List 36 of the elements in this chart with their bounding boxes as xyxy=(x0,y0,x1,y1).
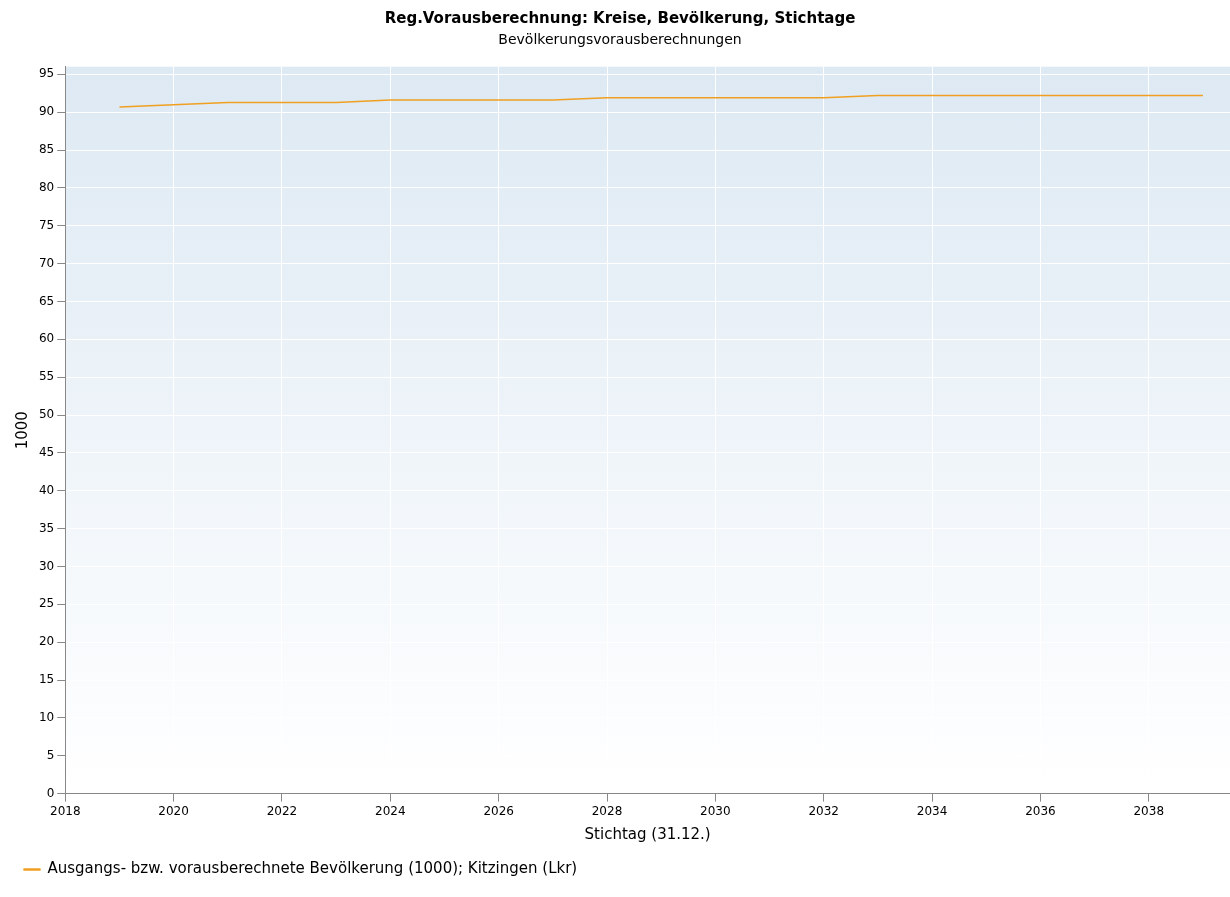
y-tick-label: 30 xyxy=(38,558,55,573)
chart-subtitle: Bevölkerungsvorausberechnungen xyxy=(498,31,742,48)
y-tick-label: 5 xyxy=(46,747,55,762)
y-tick-label: 55 xyxy=(38,369,55,384)
y-tick-label: 95 xyxy=(38,66,55,81)
y-tick-label: 50 xyxy=(38,407,55,422)
x-tick-label: 2034 xyxy=(916,803,948,818)
y-tick-label: 85 xyxy=(38,142,55,157)
x-tick-label: 2026 xyxy=(483,803,514,818)
x-tick-label: 2028 xyxy=(591,803,623,818)
y-tick-label: 45 xyxy=(38,445,55,460)
y-axis-title: 1000 xyxy=(12,411,31,450)
x-tick-label: 2018 xyxy=(50,803,81,818)
x-tick-label: 2038 xyxy=(1133,803,1165,818)
x-tick-label: 2030 xyxy=(700,803,731,818)
y-tick-label: 35 xyxy=(38,520,55,535)
x-tick-label: 2022 xyxy=(266,803,298,818)
x-tick-label: 2036 xyxy=(1025,803,1056,818)
y-tick-label: 70 xyxy=(38,255,55,270)
y-tick-label: 15 xyxy=(38,672,55,687)
y-tick-label: 80 xyxy=(38,180,55,195)
legend-label: Ausgangs- bzw. vorausberechnete Bevölkerung (1000); Kitzingen (Lkr) xyxy=(47,859,578,878)
y-tick-label: 75 xyxy=(38,217,55,232)
y-tick-label: 0 xyxy=(46,785,55,800)
y-tick-label: 25 xyxy=(38,596,55,611)
x-axis-title: Stichtag (31.12.) xyxy=(584,824,711,843)
y-tick-label: 10 xyxy=(38,710,55,725)
y-tick-label: 40 xyxy=(38,482,55,497)
y-tick-label: 20 xyxy=(38,634,55,649)
chart-title: Reg.Vorausberechnung: Kreise, Bevölkerung, Stichtage xyxy=(384,8,856,27)
y-tick-label: 60 xyxy=(38,331,55,346)
x-tick-label: 2032 xyxy=(808,803,839,818)
y-tick-label: 90 xyxy=(38,104,55,119)
x-tick-label: 2020 xyxy=(158,803,189,818)
x-tick-label: 2024 xyxy=(375,803,406,818)
y-tick-label: 65 xyxy=(38,293,55,308)
